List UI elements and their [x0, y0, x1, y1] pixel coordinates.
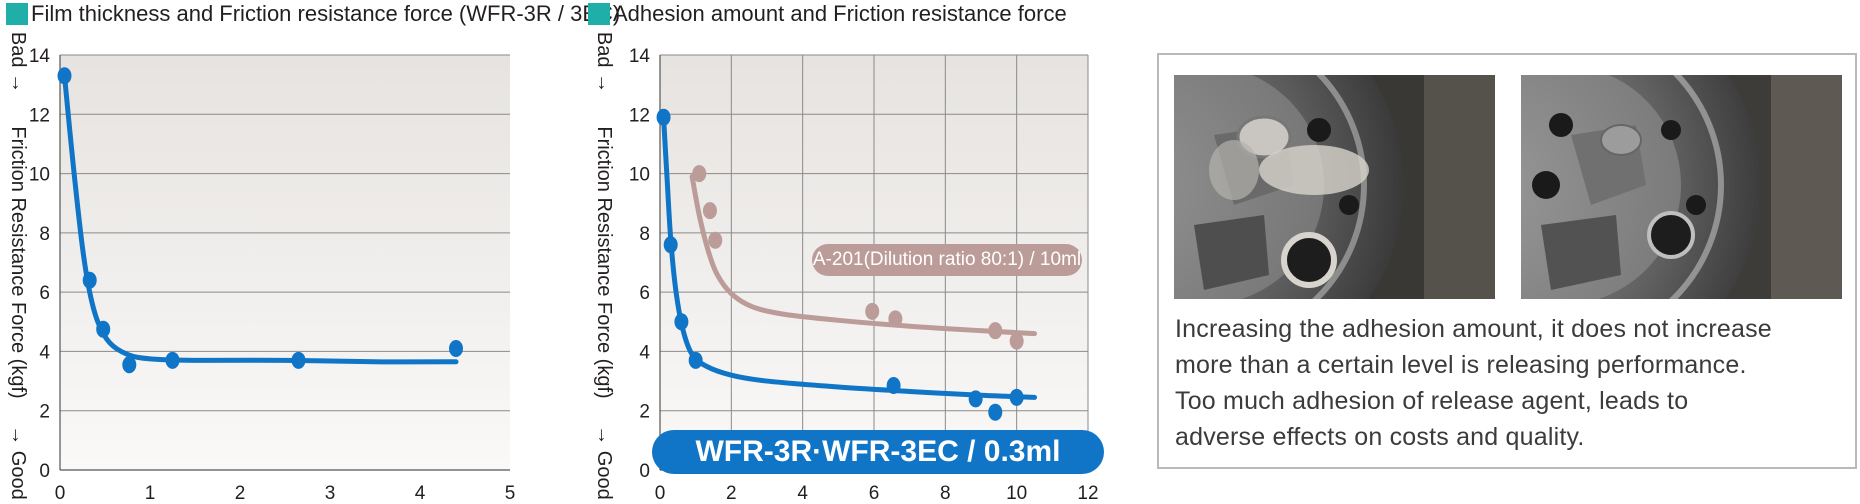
series-line — [62, 73, 459, 365]
data-point — [663, 236, 678, 254]
series-line — [689, 174, 1037, 337]
title-square-icon — [6, 3, 28, 25]
data-point — [692, 165, 707, 183]
x-tick-label: 8 — [940, 483, 951, 504]
data-point — [702, 202, 717, 220]
chart1-title: Film thickness and Friction resistance f… — [31, 1, 621, 26]
legend-wfr-label: WFR-3R·WFR-3EC / 0.3ml — [695, 435, 1061, 468]
data-point — [449, 339, 463, 357]
x-tick-label: 0 — [655, 483, 666, 504]
data-point — [656, 108, 671, 126]
x-tick-label: 5 — [505, 483, 516, 504]
data-point — [688, 351, 703, 369]
y-axis-bad-label: Bad → — [593, 32, 615, 93]
y-tick-label: 8 — [639, 224, 650, 245]
y-tick-label: 14 — [29, 46, 51, 67]
chart2-title: Adhesion amount and Friction resistance … — [613, 1, 1067, 26]
x-tick-label: 3 — [325, 483, 336, 504]
legend-wfr-tag: WFR-3R·WFR-3EC / 0.3ml — [652, 430, 1104, 474]
data-point — [165, 351, 180, 369]
y-tick-label: 2 — [639, 402, 650, 423]
description-line: adverse effects on costs and quality. — [1175, 423, 1585, 451]
photo-description: Increasing the adhesion amount, it does … — [1175, 311, 1845, 455]
chart1-title-block: Film thickness and Friction resistance f… — [6, 0, 620, 28]
y-axis-bad-label: Bad → — [7, 32, 29, 93]
x-tick-label: 4 — [797, 483, 808, 504]
y-tick-label: 4 — [39, 342, 50, 363]
x-tick-label: 1 — [145, 483, 156, 504]
y-axis-label-group: Bad → Friction Resistance Force (kgf) → Go… — [7, 32, 29, 500]
description-line: more than a certain level is releasing p… — [1175, 351, 1747, 379]
data-point — [988, 322, 1003, 340]
y-axis-label: Friction Resistance Force (kgf) — [7, 126, 29, 398]
data-point — [708, 231, 723, 249]
chart2-title-block: Adhesion amount and Friction resistance … — [588, 0, 1067, 28]
y-tick-label: 10 — [629, 165, 650, 186]
legend-a201-tag: A-201(Dilution ratio 80:1) / 10ml — [812, 244, 1082, 276]
description-line: Too much adhesion of release agent, lead… — [1175, 387, 1689, 415]
data-point — [1009, 332, 1024, 350]
data-point — [674, 313, 689, 331]
y-axis-label-group: Bad → Friction Resistance Force (kgf) → Go… — [593, 32, 615, 500]
left-photo-used-part — [1174, 75, 1495, 299]
title-square-icon — [588, 3, 610, 25]
photo-panel: Increasing the adhesion amount, it does … — [1157, 53, 1857, 469]
y-tick-label: 14 — [629, 46, 651, 67]
right-photo-clean-part — [1521, 75, 1842, 299]
x-tick-label: 12 — [1077, 483, 1098, 504]
x-tick-label: 2 — [235, 483, 246, 504]
y-axis-good-label: → Good — [593, 425, 615, 499]
y-tick-label: 4 — [639, 342, 650, 363]
y-tick-label: 2 — [39, 402, 50, 423]
data-point — [96, 320, 111, 338]
data-point — [886, 377, 901, 395]
data-point — [122, 356, 137, 374]
y-axis-label: Friction Resistance Force (kgf) — [593, 126, 615, 398]
plot-background — [60, 55, 510, 470]
data-point — [57, 67, 72, 85]
y-tick-label: 0 — [639, 461, 650, 482]
x-tick-label: 10 — [1006, 483, 1027, 504]
description-line: Increasing the adhesion amount, it does … — [1175, 315, 1772, 343]
x-tick-label: 6 — [869, 483, 880, 504]
y-tick-label: 10 — [29, 165, 50, 186]
y-tick-label: 6 — [639, 283, 650, 304]
y-tick-label: 0 — [39, 461, 50, 482]
data-point — [1009, 388, 1024, 406]
y-tick-label: 8 — [39, 224, 50, 245]
data-point — [865, 302, 880, 320]
data-point — [988, 403, 1003, 421]
data-point — [291, 351, 306, 369]
x-tick-label: 2 — [726, 483, 737, 504]
y-tick-label: 12 — [629, 105, 650, 126]
y-tick-label: 6 — [39, 283, 50, 304]
data-point — [968, 390, 983, 408]
legend-a201-label: A-201(Dilution ratio 80:1) / 10ml — [812, 249, 1082, 270]
y-axis-good-label: → Good — [7, 425, 29, 499]
y-tick-label: 12 — [29, 105, 50, 126]
x-tick-label: 4 — [415, 483, 426, 504]
data-point — [82, 271, 97, 289]
data-point — [888, 310, 903, 328]
x-tick-label: 0 — [55, 483, 66, 504]
